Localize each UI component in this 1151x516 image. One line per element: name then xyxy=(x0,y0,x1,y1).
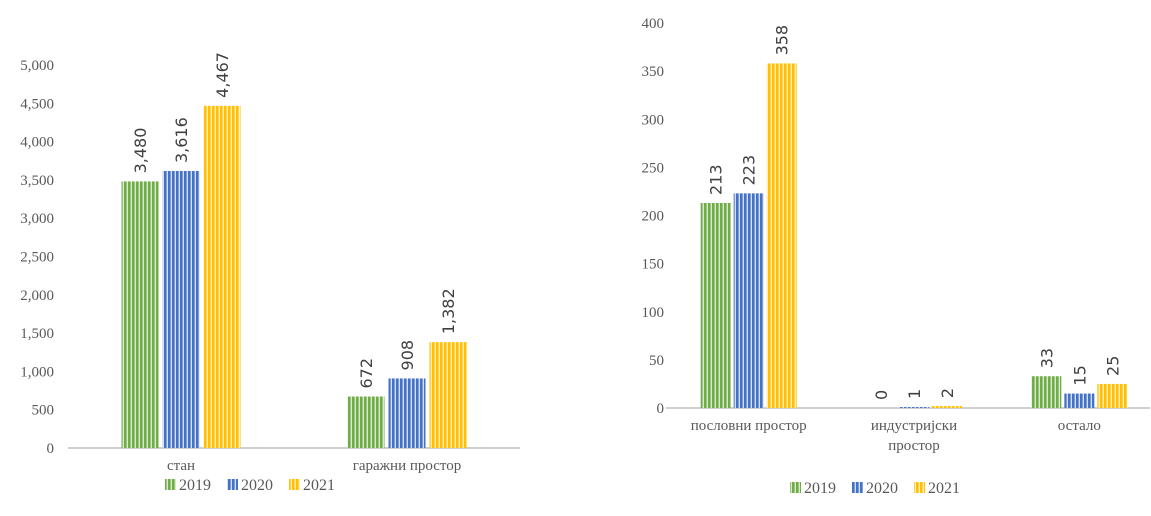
right-data-label: 358 xyxy=(773,25,792,56)
left-y-tick-label: 3,000 xyxy=(20,211,54,227)
left-y-tick-label: 2,000 xyxy=(20,288,54,304)
right-data-label: 223 xyxy=(740,155,759,186)
right-bar-2020 xyxy=(899,407,929,408)
right-bar-2019 xyxy=(700,202,731,408)
right-bar-2021 xyxy=(1097,383,1128,408)
right-y-tick-label: 150 xyxy=(642,257,665,273)
right-y-tick-label: 350 xyxy=(642,64,665,80)
left-legend-label-2020: 2020 xyxy=(241,477,273,494)
left-y-tick-label: 3,500 xyxy=(20,173,54,189)
right-bar-2021 xyxy=(932,406,962,408)
right-legend-label-2020: 2020 xyxy=(866,480,898,497)
left-y-tick-label: 500 xyxy=(32,403,55,419)
left-bar-2020 xyxy=(388,378,426,448)
right-category-label: простор xyxy=(888,438,939,454)
left-bar-chart: 0 500 1,000 1,500 2,000 2,500 3,000 3,500 4,000 4… xyxy=(20,52,520,494)
right-data-label: 25 xyxy=(1103,356,1122,376)
right-data-label: 33 xyxy=(1037,348,1056,368)
right-y-tick-label: 100 xyxy=(642,305,665,321)
right-data-label: 15 xyxy=(1070,365,1089,385)
right-bar-2019 xyxy=(1031,376,1062,408)
right-data-label: 213 xyxy=(707,164,726,195)
right-category-label: остало xyxy=(1058,418,1101,434)
right-y-tick-label: 50 xyxy=(649,353,664,369)
left-y-tick-label: 0 xyxy=(47,441,55,457)
right-bar-2020 xyxy=(733,193,764,408)
right-y-tick-label: 250 xyxy=(642,160,665,176)
right-data-label: 0 xyxy=(872,390,891,400)
right-bar-2021 xyxy=(766,63,797,409)
left-bar-2020 xyxy=(162,171,200,448)
right-data-label: 2 xyxy=(938,388,957,398)
left-category-label: стан xyxy=(167,458,195,474)
left-y-tick-label: 1,500 xyxy=(20,326,54,342)
left-data-label: 908 xyxy=(398,340,417,371)
left-data-label: 1,382 xyxy=(439,288,458,334)
left-bar-2019 xyxy=(121,181,159,448)
left-y-tick-label: 5,000 xyxy=(20,58,54,74)
left-bar-2021 xyxy=(429,342,467,448)
left-data-label: 3,480 xyxy=(131,128,150,174)
left-y-tick-label: 2,500 xyxy=(20,250,54,266)
right-category-label: пословни простор xyxy=(691,418,807,434)
right-y-tick-label: 200 xyxy=(642,209,665,225)
left-y-tick-label: 4,000 xyxy=(20,135,54,151)
left-y-tick-label: 4,500 xyxy=(20,96,54,112)
left-legend-swatch-2019 xyxy=(165,479,176,490)
left-legend-swatch-2021 xyxy=(289,479,300,490)
right-legend-swatch-2020 xyxy=(852,482,863,493)
right-legend-swatch-2019 xyxy=(790,482,801,493)
right-bar-2020 xyxy=(1064,393,1095,408)
left-y-tick-label: 1,000 xyxy=(20,364,54,380)
left-bar-2019 xyxy=(347,396,385,448)
left-data-label: 672 xyxy=(357,358,376,389)
right-y-tick-label: 400 xyxy=(642,16,665,32)
left-data-label: 4,467 xyxy=(213,52,232,98)
left-category-label: гаражни простор xyxy=(353,458,462,474)
right-data-label: 1 xyxy=(905,389,924,399)
right-y-tick-label: 0 xyxy=(657,401,665,417)
right-legend-label-2021: 2021 xyxy=(928,480,960,497)
left-legend-label-2021: 2021 xyxy=(303,477,335,494)
left-legend-label-2019: 2019 xyxy=(179,477,211,494)
right-legend-label-2019: 2019 xyxy=(804,480,836,497)
left-data-label: 3,616 xyxy=(172,117,191,163)
left-legend-swatch-2020 xyxy=(227,479,238,490)
right-legend-swatch-2021 xyxy=(914,482,925,493)
right-y-tick-label: 300 xyxy=(642,112,665,128)
left-bar-2021 xyxy=(203,105,241,449)
right-category-label: индустријски xyxy=(871,418,957,434)
